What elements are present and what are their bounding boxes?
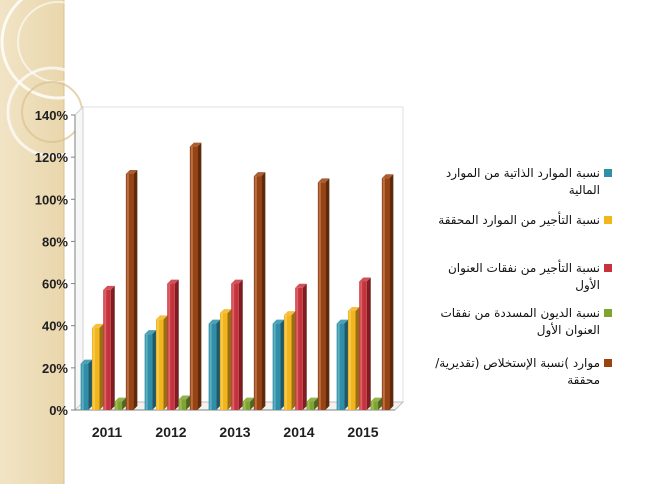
bar [167, 279, 179, 410]
bar [295, 283, 307, 410]
bar [114, 397, 127, 410]
legend-entry: نسبة الديون المسددة من نفقات العنوان الأ… [422, 305, 612, 339]
x-tick-label: 2012 [155, 424, 186, 440]
y-tick-label: 100% [35, 192, 69, 207]
y-tick-label: 60% [42, 277, 68, 292]
y-tick-label: 20% [42, 361, 68, 376]
legend-label: نسبة الموارد الذاتية من الموارد المالية [445, 166, 600, 197]
bar [103, 285, 115, 410]
bar [231, 279, 243, 410]
bar [144, 330, 157, 410]
y-tick-label: 120% [35, 150, 69, 165]
bar [125, 170, 138, 410]
legend-label: نسبة التأجير من الموارد المحققة [438, 213, 600, 227]
legend-swatch [604, 359, 612, 367]
bar [272, 319, 285, 410]
bar [219, 309, 232, 410]
y-tick-label: 80% [42, 234, 68, 249]
bar [253, 172, 266, 410]
bar [189, 142, 202, 410]
y-tick-label: 40% [42, 319, 68, 334]
bar [359, 277, 371, 410]
bar [91, 323, 104, 410]
y-tick-label: 0% [49, 403, 68, 418]
x-tick-label: 2013 [219, 424, 250, 440]
legend-label: نسبة الديون المسددة من نفقات العنوان الأ… [440, 306, 600, 337]
legend-entry: نسبة التأجير من الموارد المحققة [422, 212, 612, 229]
bar [336, 319, 349, 410]
bar [80, 359, 93, 410]
legend-entry: موارد )نسبة الإستخلاص (تقديرية/محققة [422, 355, 612, 389]
bar [370, 397, 383, 410]
x-tick-label: 2014 [283, 424, 314, 440]
bar-chart: 0% 20% 40% 60% 80% 100% 120% 140% 2011 2012 2013 20… [35, 105, 405, 440]
legend-swatch [604, 216, 612, 224]
bar [178, 395, 191, 410]
decorative-background [0, 0, 116, 484]
x-tick-label: 2011 [92, 424, 123, 440]
legend-label: موارد )نسبة الإستخلاص (تقديرية/محققة [435, 356, 600, 387]
legend-swatch [604, 264, 612, 272]
bar [317, 178, 330, 410]
legend-label: نسبة التأجير من نفقات العنوان الأول [447, 261, 600, 292]
bar [155, 315, 168, 410]
bar [306, 397, 319, 410]
bar [283, 311, 296, 410]
x-tick-label: 2015 [347, 424, 378, 440]
bar [208, 319, 221, 410]
bar [347, 306, 360, 410]
bar [381, 174, 394, 410]
y-tick-label: 140% [35, 108, 69, 123]
legend-swatch [604, 169, 612, 177]
bar [242, 397, 255, 410]
legend-swatch [604, 309, 612, 317]
legend-entry: نسبة التأجير من نفقات العنوان الأول [422, 260, 612, 294]
legend-entry: نسبة الموارد الذاتية من الموارد المالية [422, 165, 612, 199]
